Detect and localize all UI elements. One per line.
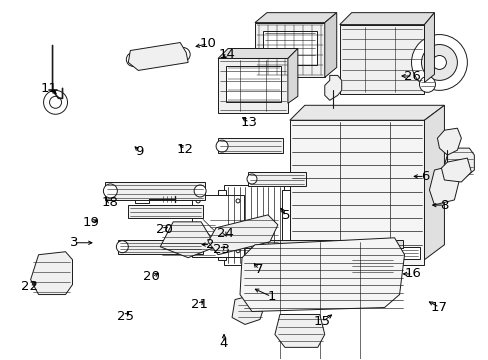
Text: 1: 1 <box>266 290 275 303</box>
Circle shape <box>116 241 128 253</box>
Text: 23: 23 <box>212 243 229 256</box>
Text: 8: 8 <box>439 199 447 212</box>
Polygon shape <box>424 105 444 260</box>
Text: 13: 13 <box>241 116 257 129</box>
Bar <box>224 185 284 265</box>
Bar <box>247 172 305 186</box>
Bar <box>289 120 424 265</box>
Polygon shape <box>160 222 216 258</box>
Bar <box>294 247 419 259</box>
Polygon shape <box>128 42 188 71</box>
Bar <box>225 67 280 102</box>
Bar <box>218 58 287 113</box>
Text: 12: 12 <box>176 143 193 156</box>
Circle shape <box>44 260 61 276</box>
Text: 25: 25 <box>116 310 133 323</box>
Text: 6: 6 <box>420 170 428 183</box>
Circle shape <box>236 249 240 253</box>
Bar <box>135 195 149 203</box>
Polygon shape <box>441 158 470 182</box>
Circle shape <box>196 199 200 203</box>
Circle shape <box>419 76 435 92</box>
Circle shape <box>49 96 61 108</box>
Text: 21: 21 <box>191 298 208 311</box>
Circle shape <box>193 242 203 252</box>
Text: 15: 15 <box>313 315 330 328</box>
Bar <box>105 182 204 200</box>
Polygon shape <box>289 105 444 120</box>
Text: 4: 4 <box>220 337 228 350</box>
Polygon shape <box>240 238 404 311</box>
Text: 10: 10 <box>199 37 216 50</box>
Circle shape <box>43 90 67 114</box>
Circle shape <box>421 45 456 80</box>
Polygon shape <box>31 252 72 294</box>
Polygon shape <box>424 13 433 82</box>
Bar <box>254 23 324 77</box>
Text: 2: 2 <box>206 238 214 251</box>
Text: 14: 14 <box>219 48 235 61</box>
Polygon shape <box>339 13 433 24</box>
Polygon shape <box>437 128 461 155</box>
Text: 20: 20 <box>155 223 172 236</box>
Polygon shape <box>232 294 264 324</box>
Text: 11: 11 <box>41 82 58 95</box>
Bar <box>339 24 424 94</box>
Polygon shape <box>254 13 336 23</box>
Circle shape <box>126 53 140 67</box>
Polygon shape <box>274 315 324 347</box>
Text: 3: 3 <box>69 236 78 249</box>
Text: 5: 5 <box>281 210 289 222</box>
Circle shape <box>196 249 200 253</box>
Circle shape <box>194 185 205 197</box>
Bar <box>218 190 225 260</box>
Text: 19: 19 <box>82 216 99 229</box>
Circle shape <box>216 140 227 152</box>
Text: 26: 26 <box>404 69 420 82</box>
Polygon shape <box>428 165 458 205</box>
Text: 9: 9 <box>135 145 143 158</box>
Circle shape <box>103 184 117 198</box>
Bar <box>118 240 203 254</box>
Polygon shape <box>324 13 336 77</box>
Circle shape <box>236 199 240 203</box>
Text: 17: 17 <box>430 301 447 314</box>
Circle shape <box>246 174 256 184</box>
Polygon shape <box>218 49 297 58</box>
Polygon shape <box>324 75 341 100</box>
Text: 24: 24 <box>216 227 233 240</box>
Bar <box>192 195 244 257</box>
Polygon shape <box>444 148 473 178</box>
Circle shape <box>176 48 190 62</box>
Text: 20: 20 <box>143 270 160 283</box>
Circle shape <box>241 302 254 316</box>
Bar <box>281 190 289 260</box>
Text: 22: 22 <box>21 280 39 293</box>
Text: 16: 16 <box>404 267 420 280</box>
Polygon shape <box>208 215 277 255</box>
Text: 7: 7 <box>254 263 263 276</box>
Bar <box>128 205 203 218</box>
Bar <box>263 31 316 66</box>
Circle shape <box>411 35 467 90</box>
Bar <box>349 255 394 276</box>
Circle shape <box>431 55 446 69</box>
Bar <box>244 240 402 248</box>
Circle shape <box>442 163 451 173</box>
Polygon shape <box>287 49 297 103</box>
Text: 18: 18 <box>102 196 119 209</box>
Bar <box>218 138 283 153</box>
Circle shape <box>45 278 60 292</box>
